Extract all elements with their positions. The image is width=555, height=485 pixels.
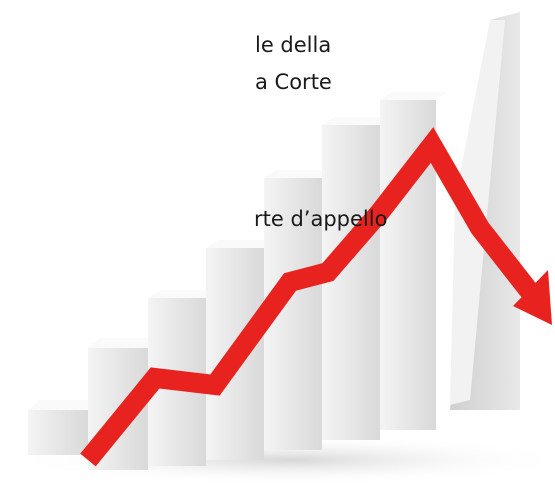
bar [28, 400, 98, 455]
text-line: rte d’appello [254, 207, 388, 231]
text-line: le della [255, 33, 332, 57]
trend-arrow [80, 127, 552, 467]
bars [28, 92, 448, 470]
bar [322, 117, 392, 440]
text-line: a Corte [255, 70, 332, 94]
